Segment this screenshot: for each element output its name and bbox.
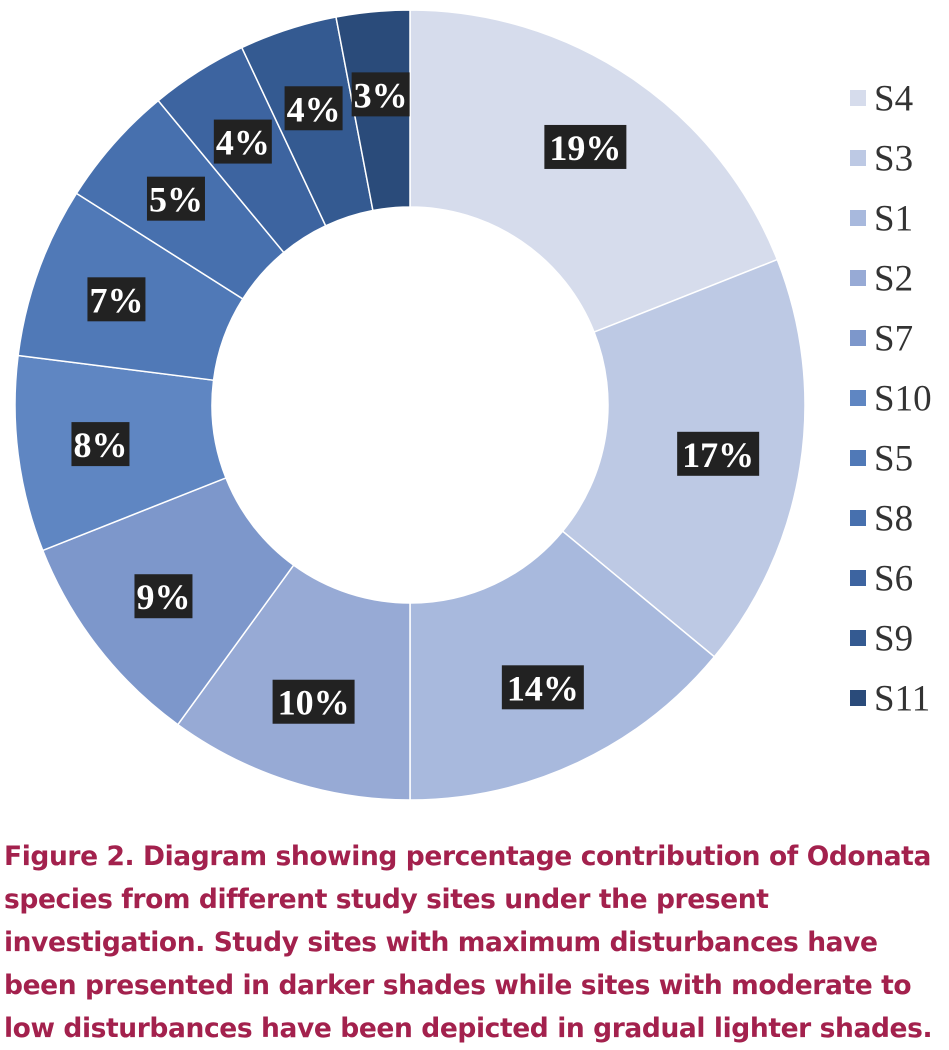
data-label-s3: 17% — [677, 431, 760, 476]
data-label-s5: 7% — [87, 277, 146, 322]
data-label-s10: 8% — [71, 422, 130, 467]
legend-item-s2: S2 — [850, 259, 913, 300]
legend-item-s1: S1 — [850, 199, 913, 240]
data-label-s7: 9% — [134, 574, 193, 619]
data-label-text: 17% — [682, 435, 754, 475]
legend-label: S3 — [874, 139, 913, 180]
legend-label: S2 — [874, 259, 913, 300]
data-label-text: 9% — [136, 577, 190, 617]
data-label-text: 10% — [278, 683, 350, 723]
legend-item-s11: S11 — [850, 679, 930, 720]
legend-swatch — [850, 630, 866, 646]
legend-label: S5 — [874, 439, 913, 480]
data-label-box — [87, 277, 146, 322]
data-label-s6: 4% — [213, 119, 272, 164]
data-label-text: 4% — [287, 89, 341, 129]
legend: S4 S3 S1 S2 S7 S10 S5 S8 S6 S9 S11 — [850, 79, 932, 720]
legend-swatch — [850, 390, 866, 406]
data-label-text: 7% — [89, 280, 143, 320]
legend-label: S11 — [874, 679, 930, 720]
legend-label: S7 — [874, 319, 913, 360]
legend-item-s10: S10 — [850, 379, 932, 420]
data-label-box — [134, 574, 193, 619]
legend-swatch — [850, 450, 866, 466]
legend-item-s4: S4 — [850, 79, 913, 120]
legend-swatch — [850, 570, 866, 586]
data-label-s9: 4% — [284, 86, 343, 131]
donut-chart: 19% 17% 14% 10% 9% 8% 7% 5% 4% 4% 3% S4 S3 S1 S2 S7 S10… — [14, 9, 932, 801]
slices-layer — [14, 9, 806, 801]
data-labels-layer: 19% 17% 14% 10% 9% 8% 7% 5% 4% 4% 3% — [71, 72, 760, 724]
data-label-s4: 19% — [544, 124, 627, 169]
data-label-box — [501, 665, 584, 710]
data-label-box — [146, 176, 205, 221]
legend-label: S10 — [874, 379, 932, 420]
legend-swatch — [850, 150, 866, 166]
data-label-box — [677, 431, 760, 476]
donut-chart-figure: 19% 17% 14% 10% 9% 8% 7% 5% 4% 4% 3% S4 S3 S1 S2 S7 S10… — [14, 9, 932, 801]
legend-swatch — [850, 210, 866, 226]
legend-swatch — [850, 270, 866, 286]
data-label-text: 3% — [354, 75, 408, 115]
data-label-text: 4% — [216, 123, 270, 163]
data-label-text: 8% — [73, 425, 127, 465]
data-label-text: 5% — [149, 180, 203, 220]
legend-label: S6 — [874, 559, 913, 600]
legend-item-s5: S5 — [850, 439, 913, 480]
slice-s4 — [409, 9, 779, 334]
figure-caption: Figure 2. Diagram showing percentage con… — [4, 841, 933, 1044]
legend-label: S8 — [874, 499, 913, 540]
data-label-box — [71, 422, 130, 467]
data-label-box — [213, 119, 272, 164]
legend-item-s9: S9 — [850, 619, 913, 660]
data-label-box — [544, 124, 627, 169]
legend-item-s7: S7 — [850, 319, 913, 360]
legend-swatch — [850, 510, 866, 526]
data-label-box — [272, 679, 355, 724]
legend-item-s3: S3 — [850, 139, 913, 180]
data-label-text: 14% — [507, 668, 579, 708]
data-label-s1: 14% — [501, 665, 584, 710]
data-label-s8: 5% — [146, 176, 205, 221]
legend-label: S4 — [874, 79, 913, 120]
legend-label: S9 — [874, 619, 913, 660]
data-label-s11: 3% — [351, 72, 410, 117]
legend-item-s8: S8 — [850, 499, 913, 540]
legend-swatch — [850, 690, 866, 706]
legend-item-s6: S6 — [850, 559, 913, 600]
data-label-s2: 10% — [272, 679, 355, 724]
data-label-box — [284, 86, 343, 131]
legend-swatch — [850, 90, 866, 106]
legend-swatch — [850, 330, 866, 346]
data-label-box — [351, 72, 410, 117]
data-label-text: 19% — [549, 128, 621, 168]
legend-label: S1 — [874, 199, 913, 240]
